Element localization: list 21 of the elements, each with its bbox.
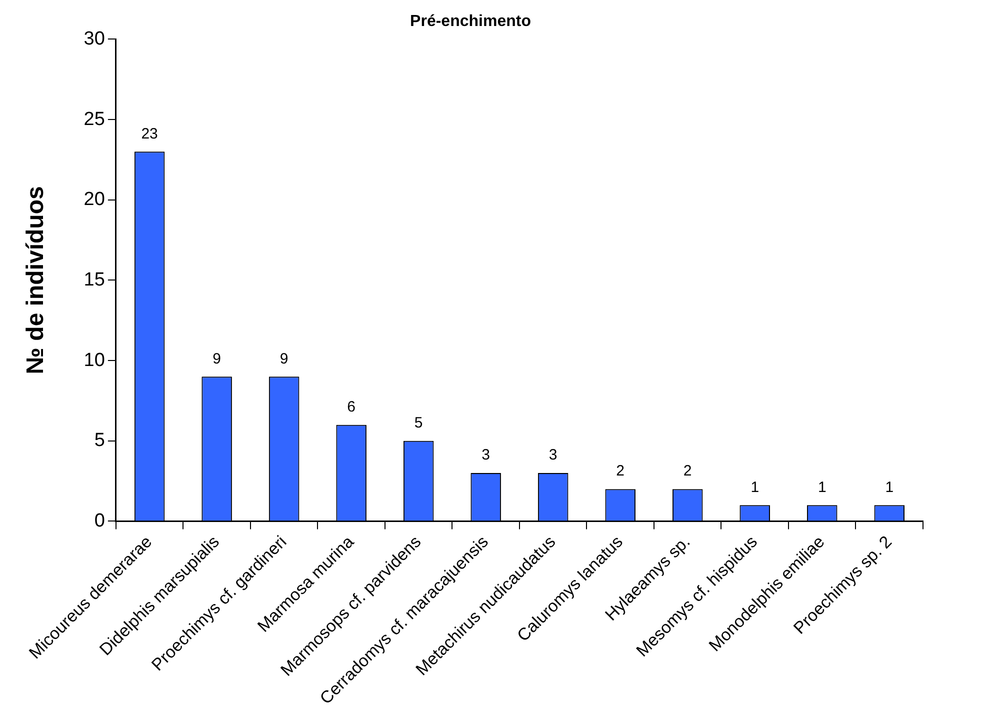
chart-title: Pré-enchimento bbox=[410, 13, 532, 30]
data-label: 2 bbox=[683, 462, 692, 480]
data-label: 1 bbox=[818, 478, 826, 496]
data-label: 3 bbox=[482, 446, 490, 464]
y-tick-label: 15 bbox=[84, 269, 105, 290]
y-axis-title: № de indivíduos bbox=[22, 186, 50, 374]
data-label: 1 bbox=[885, 478, 894, 496]
data-label: 1 bbox=[750, 478, 760, 496]
y-tick-label: 0 bbox=[94, 510, 105, 532]
data-label: 6 bbox=[347, 398, 356, 416]
data-label: 5 bbox=[414, 414, 423, 432]
data-label: 9 bbox=[280, 350, 288, 368]
y-tick-label: 25 bbox=[84, 108, 105, 130]
y-tick-label: 5 bbox=[94, 430, 105, 452]
y-tick-label: 20 bbox=[84, 189, 105, 210]
data-label: 2 bbox=[616, 462, 625, 480]
y-tick-label: 30 bbox=[84, 28, 105, 50]
y-tick-label: 10 bbox=[84, 350, 105, 371]
data-label: 3 bbox=[548, 446, 558, 464]
data-label: 23 bbox=[141, 125, 158, 142]
data-label: 9 bbox=[212, 350, 221, 368]
